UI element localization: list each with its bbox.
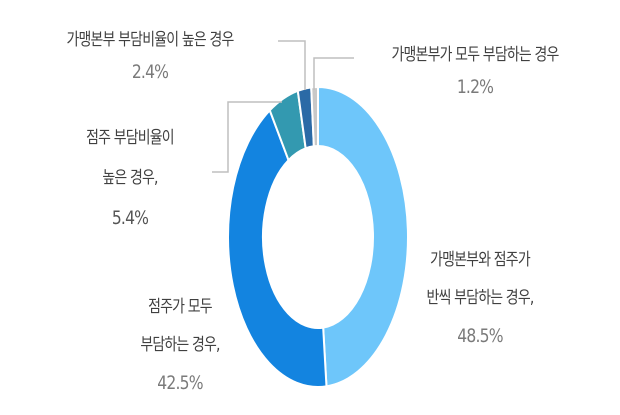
label-owner-all-line2: 부담하는 경우,: [140, 335, 220, 355]
label-hq-high: 가맹본부 부담비율이 높은 경우 2.4%: [43, 24, 256, 88]
label-hq-all-pct: 1.2%: [456, 76, 494, 98]
label-owner-all-line1: 점주가 모두: [148, 297, 212, 317]
label-owner-all-pct: 42.5%: [157, 372, 203, 394]
donut-slice: [227, 108, 328, 388]
label-hq-all: 가맹본부가 모두 부담하는 경우 1.2%: [368, 39, 581, 103]
label-half-line2: 반씩 부담하는 경우,: [426, 288, 535, 308]
donut-slice: [317, 85, 409, 388]
label-owner-high-pct: 5.4%: [111, 207, 149, 229]
label-hq-high-text: 가맹본부 부담비율이 높은 경우: [66, 30, 235, 50]
leader-line: [278, 40, 306, 90]
label-half: 가맹본부와 점주가 반씩 부담하는 경우, 48.5%: [406, 241, 554, 355]
label-half-line1: 가맹본부와 점주가: [430, 250, 530, 270]
label-hq-all-text: 가맹본부가 모두 부담하는 경우: [391, 45, 560, 65]
label-half-pct: 48.5%: [457, 325, 503, 347]
label-owner-high-line1: 점주 부담비율이: [86, 128, 174, 148]
label-hq-high-pct: 2.4%: [131, 61, 169, 83]
label-owner-all: 점주가 모두 부담하는 경우, 42.5%: [119, 288, 242, 402]
leader-line: [212, 101, 282, 173]
leader-line: [313, 57, 354, 90]
label-owner-high: 점주 부담비율이 높은 경우, 5.4%: [56, 118, 204, 238]
label-owner-high-line2: 높은 경우,: [102, 168, 158, 188]
